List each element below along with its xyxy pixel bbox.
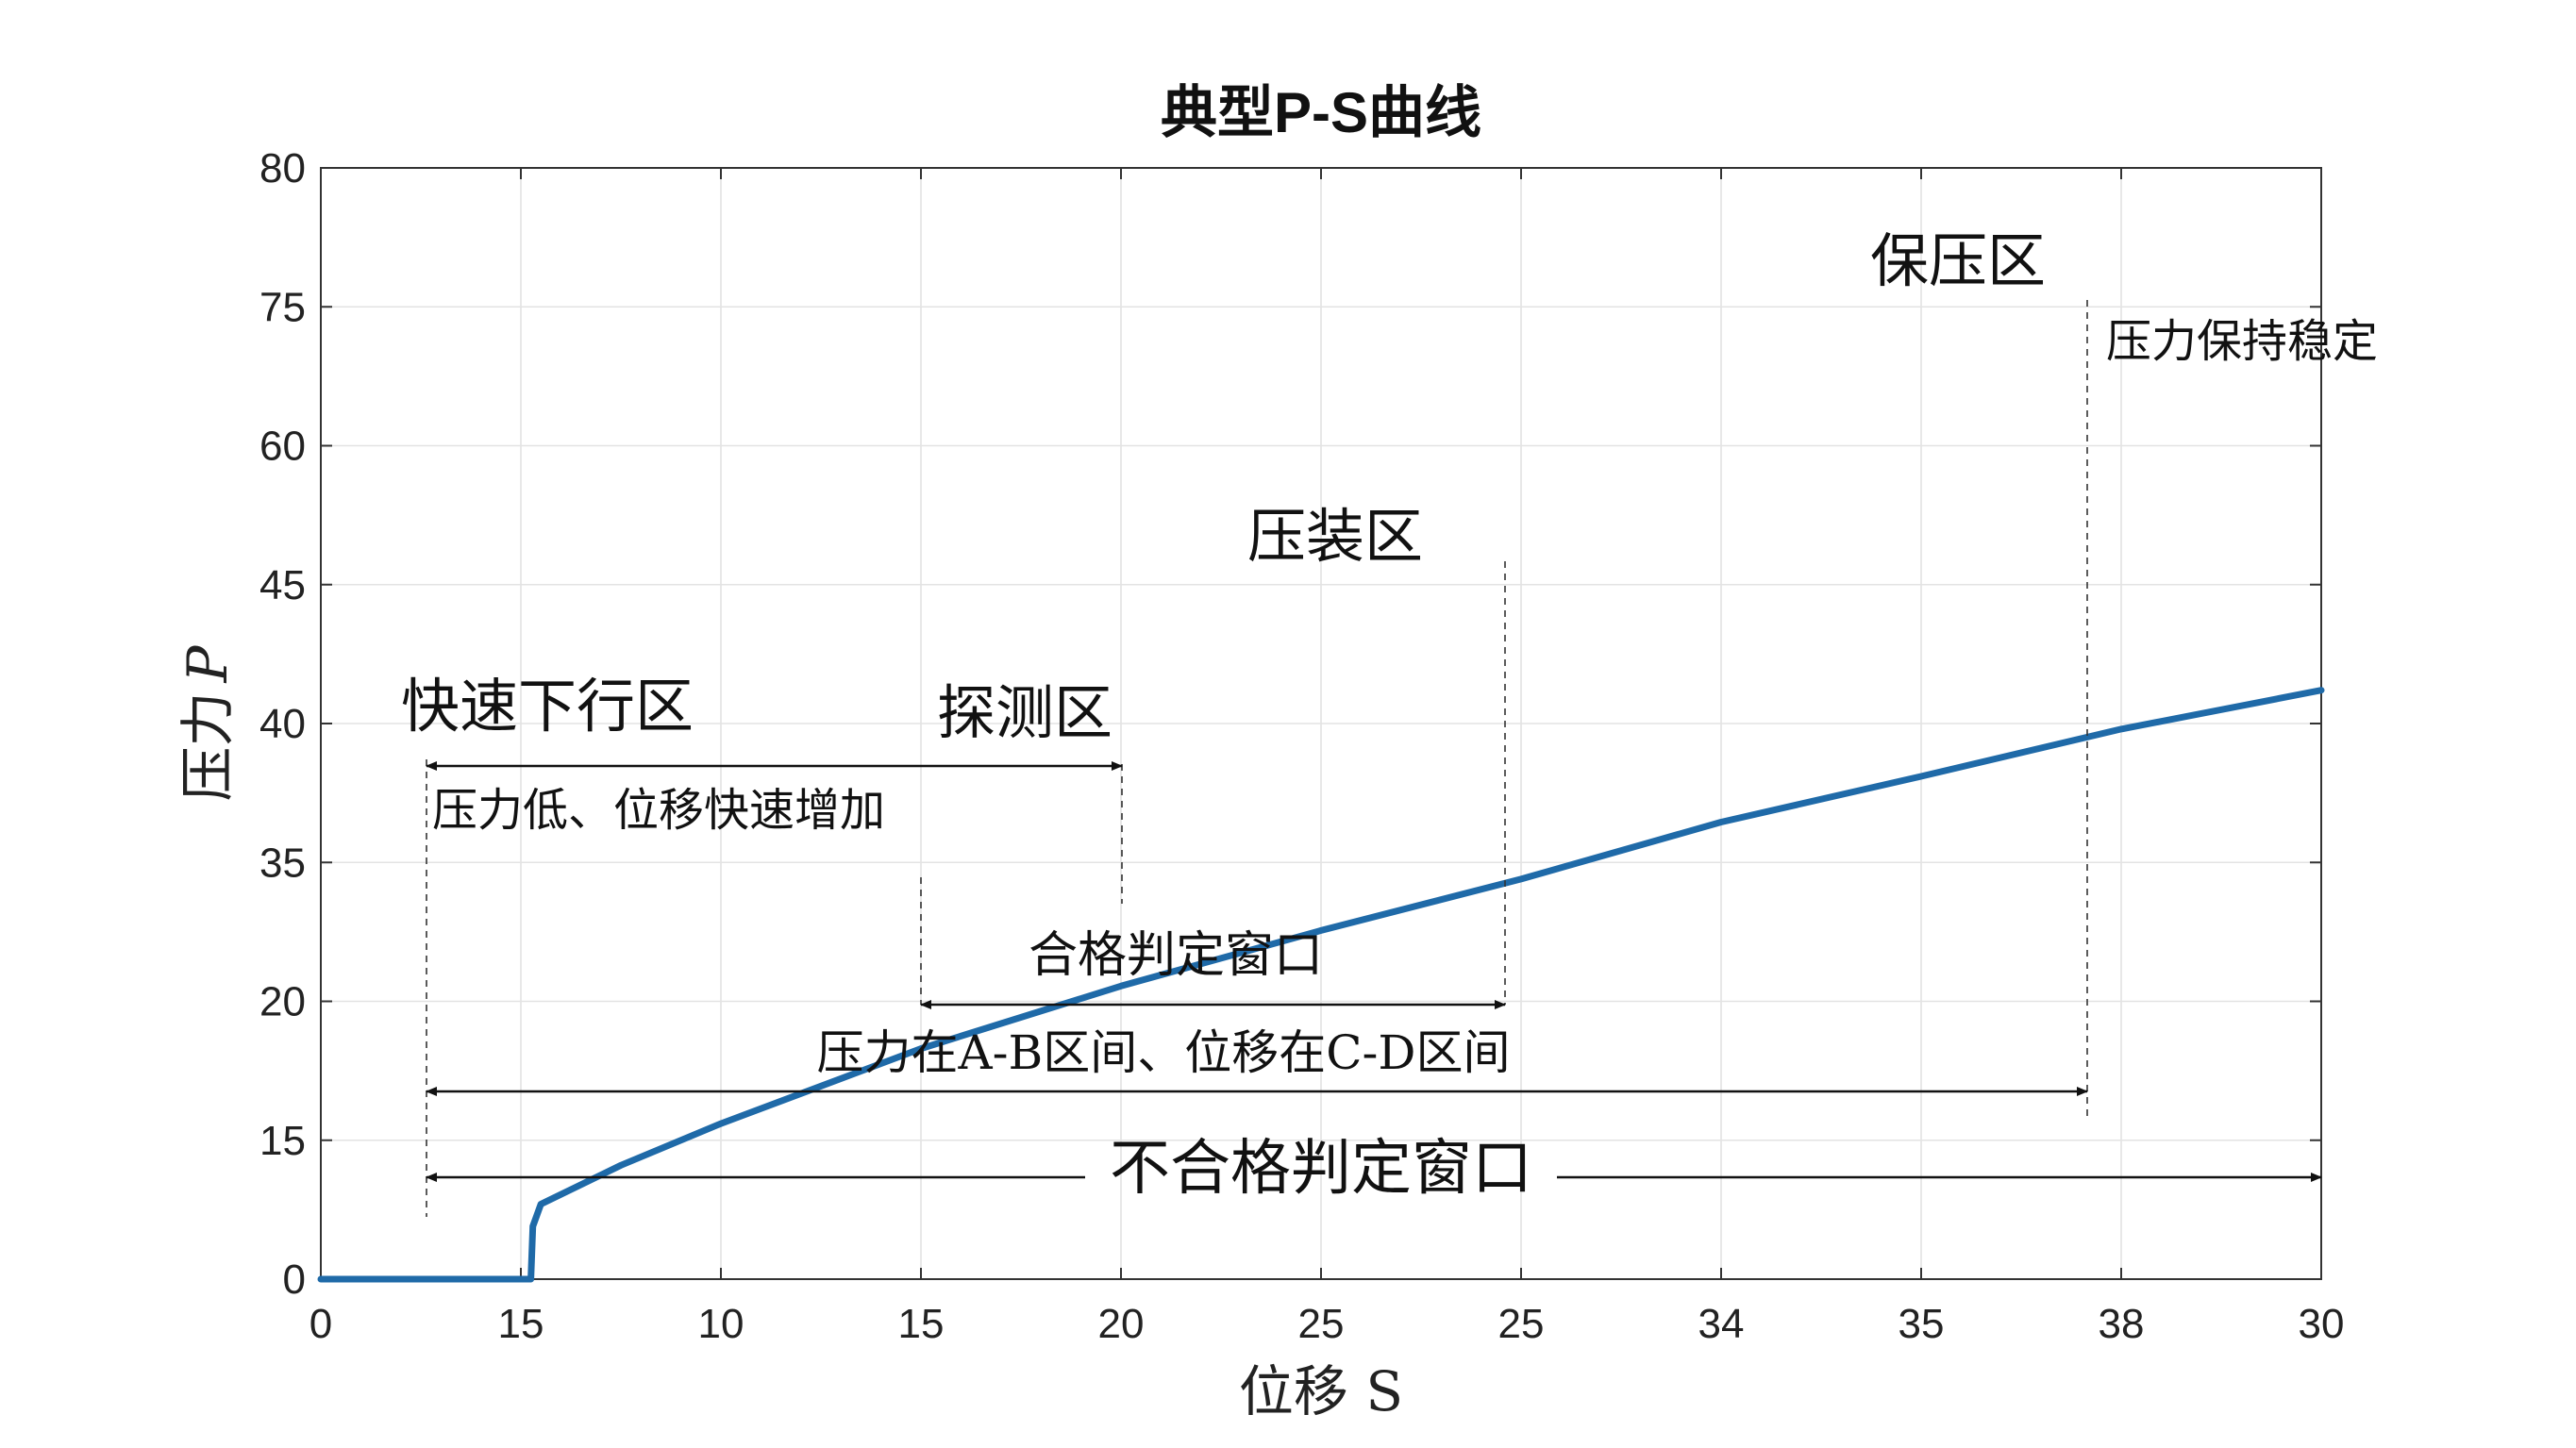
y-axis: 0 15 20 35 40 45 60 75 80 [259,145,2321,1303]
annotations: 快速下行区 探测区 压装区 保压区 压力低、位移快速增加 压力保持稳定 合格判定… [401,226,2378,1204]
window-pass-note: 压力在A-B区间、位移在C-D区间 [817,1025,1511,1080]
x-axis: 0 15 10 15 20 25 25 34 35 38 30 [309,168,2345,1347]
y-tick-label: 15 [259,1118,306,1164]
y-tick-label: 60 [259,424,306,470]
note-fast: 压力低、位移快速增加 [432,784,885,837]
x-tick-label: 34 [1698,1301,1745,1347]
y-tick-label: 75 [259,284,306,330]
x-tick-label: 25 [1298,1301,1345,1347]
y-tick-label: 0 [283,1257,306,1303]
y-axis-label-text: 压力 [176,692,240,802]
chart-title: 典型P-S曲线 [1161,81,1481,144]
x-tick-label: 35 [1899,1301,1945,1347]
x-tick-label: 10 [698,1301,744,1347]
grid [321,168,2321,1279]
x-tick-label: 15 [498,1301,544,1347]
y-tick-label: 20 [259,979,306,1025]
x-axis-label: 位移 S [1239,1359,1403,1423]
range-arrows [426,761,2322,1182]
x-tick-label: 20 [1098,1301,1145,1347]
y-axis-label: 压力 P [176,645,240,802]
y-axis-label-var: P [176,645,240,684]
x-tick-label: 25 [1498,1301,1545,1347]
zone-press-label: 压装区 [1247,502,1423,571]
y-tick-label: 45 [259,562,306,608]
x-tick-label: 15 [898,1301,945,1347]
guide-lines [426,300,2088,1217]
x-tick-label: 0 [309,1301,332,1347]
zone-fast-label: 快速下行区 [401,672,694,741]
zone-probe-label: 探测区 [937,678,1112,747]
window-fail-label: 不合格判定窗口 [1110,1134,1532,1204]
window-pass-label: 合格判定窗口 [1029,927,1323,984]
note-hold: 压力保持稳定 [2106,315,2378,368]
y-tick-label: 35 [259,840,306,886]
x-tick-label: 30 [2299,1301,2345,1347]
y-tick-label: 40 [259,701,306,747]
x-tick-label: 38 [2099,1301,2145,1347]
data-line [317,687,2325,1283]
y-tick-label: 80 [259,145,306,191]
zone-hold-label: 保压区 [1870,226,2046,295]
